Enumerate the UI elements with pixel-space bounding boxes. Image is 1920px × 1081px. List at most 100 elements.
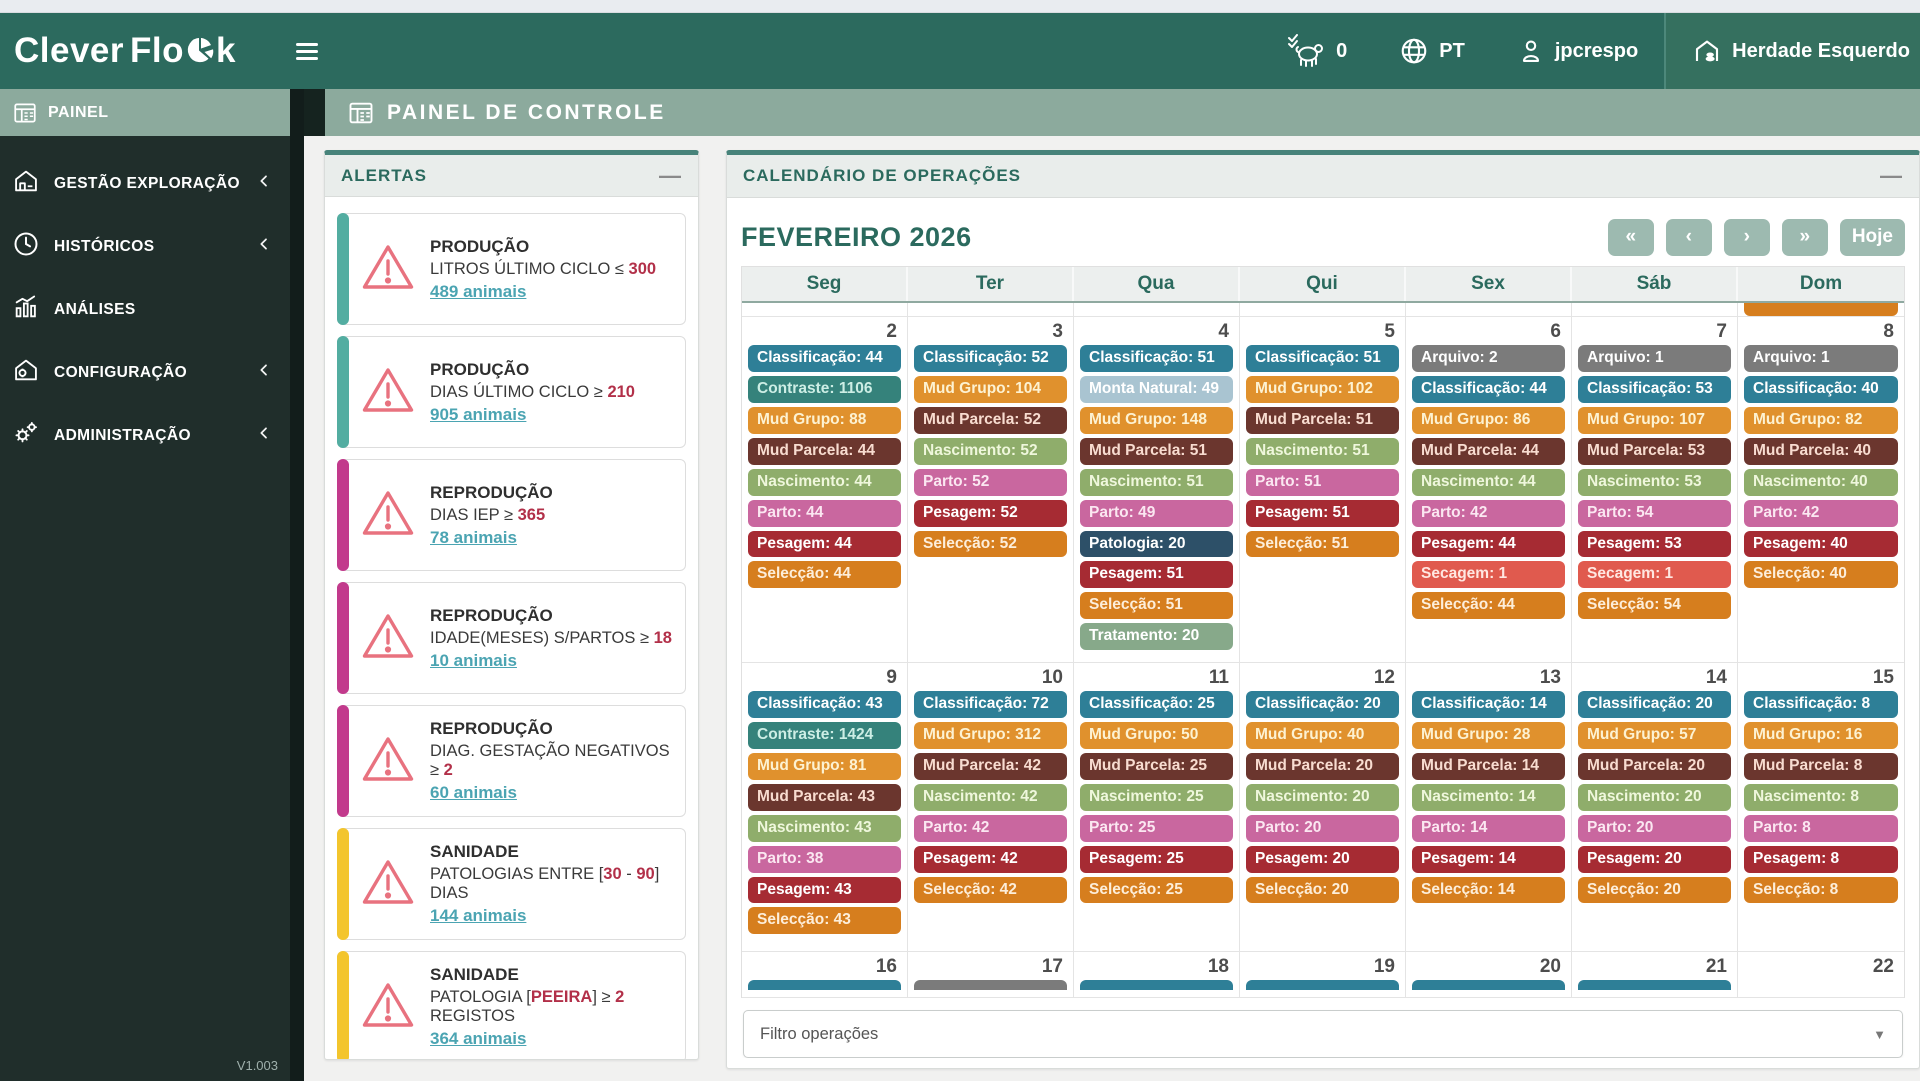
calendar-event-tag[interactable]: Parto: 42 (1412, 499, 1565, 527)
calendar-event-tag[interactable]: Pesagem: 44 (748, 530, 901, 558)
calendar-event-tag-partial[interactable] (1578, 980, 1731, 990)
calendar-event-tag[interactable]: Mud Grupo: 148 (1080, 406, 1233, 434)
hamburger-menu-icon[interactable] (295, 42, 318, 60)
calendar-event-tag[interactable]: Classificação: 20 (1578, 691, 1731, 718)
alert-animals-link[interactable]: 60 animais (430, 783, 517, 803)
calendar-event-tag[interactable]: Selecção: 44 (1412, 592, 1565, 620)
calendar-prev-month-button[interactable]: ‹ (1665, 218, 1712, 256)
alert-animals-link[interactable]: 10 animais (430, 650, 517, 670)
calendar-event-tag[interactable]: Mud Grupo: 81 (748, 752, 901, 780)
calendar-event-tag[interactable]: Pesagem: 25 (1080, 845, 1233, 873)
calendar-event-tag[interactable]: Selecção: 20 (1246, 876, 1399, 904)
calendar-event-tag[interactable]: Nascimento: 43 (748, 814, 901, 842)
calendar-event-tag[interactable]: Pesagem: 20 (1578, 845, 1731, 873)
calendar-today-button[interactable]: Hoje (1839, 218, 1905, 256)
calendar-event-tag[interactable]: Nascimento: 52 (914, 437, 1067, 465)
calendar-event-tag[interactable]: Selecção: 42 (914, 876, 1067, 904)
calendar-event-tag[interactable]: Pesagem: 51 (1246, 499, 1399, 527)
calendar-event-tag[interactable]: Mud Grupo: 82 (1744, 406, 1898, 434)
calendar-event-tag[interactable]: Mud Parcela: 44 (748, 437, 901, 465)
sidebar-item-hist-ricos[interactable]: HISTÓRICOS (0, 215, 290, 278)
calendar-event-tag[interactable]: Parto: 42 (1744, 499, 1898, 527)
calendar-event-tag-partial[interactable] (1744, 303, 1898, 316)
calendar-event-tag-partial[interactable] (1412, 980, 1565, 990)
calendar-event-tag[interactable]: Pesagem: 53 (1578, 530, 1731, 558)
calendar-event-tag-partial[interactable] (914, 980, 1067, 990)
calendar-next-year-button[interactable]: » (1781, 218, 1828, 256)
calendar-event-tag[interactable]: Mud Parcela: 25 (1080, 752, 1233, 780)
calendar-next-month-button[interactable]: › (1723, 218, 1770, 256)
calendar-event-tag[interactable]: Mud Parcela: 51 (1080, 437, 1233, 465)
calendar-event-tag[interactable]: Selecção: 54 (1578, 592, 1731, 620)
calendar-event-tag[interactable]: Secagem: 1 (1412, 561, 1565, 589)
calendar-event-tag[interactable]: Selecção: 44 (748, 561, 901, 589)
sidebar-item-gest-o-explora-o[interactable]: GESTÃO EXPLORAÇÃO (0, 152, 290, 215)
calendar-event-tag[interactable]: Parto: 38 (748, 845, 901, 873)
calendar-event-tag[interactable]: Selecção: 8 (1744, 876, 1898, 904)
calendar-event-tag[interactable]: Pesagem: 40 (1744, 530, 1898, 558)
calendar-event-tag[interactable]: Parto: 49 (1080, 499, 1233, 527)
sidebar-item-painel[interactable]: PAINEL (0, 89, 290, 136)
alerts-minimize-button[interactable]: — (659, 162, 682, 188)
calendar-event-tag[interactable]: Classificação: 40 (1744, 375, 1898, 403)
alert-animals-link[interactable]: 364 animais (430, 1029, 527, 1049)
calendar-event-tag[interactable]: Mud Parcela: 42 (914, 752, 1067, 780)
calendar-event-tag[interactable]: Secagem: 1 (1578, 561, 1731, 589)
calendar-event-tag[interactable]: Nascimento: 44 (748, 468, 901, 496)
calendar-event-tag-partial[interactable] (1080, 980, 1233, 990)
calendar-event-tag[interactable]: Nascimento: 20 (1246, 783, 1399, 811)
calendar-event-tag[interactable]: Parto: 52 (914, 468, 1067, 496)
calendar-event-tag[interactable]: Pesagem: 14 (1412, 845, 1565, 873)
calendar-event-tag[interactable]: Mud Grupo: 102 (1246, 375, 1399, 403)
calendar-event-tag[interactable]: Mud Parcela: 52 (914, 406, 1067, 434)
alert-animals-link[interactable]: 489 animais (430, 281, 527, 301)
operations-filter-select[interactable]: Filtro operações ▼ (743, 1010, 1903, 1058)
calendar-event-tag[interactable]: Mud Grupo: 16 (1744, 721, 1898, 749)
calendar-event-tag[interactable]: Classificação: 44 (1412, 375, 1565, 403)
calendar-event-tag[interactable]: Nascimento: 40 (1744, 468, 1898, 496)
calendar-event-tag[interactable]: Selecção: 52 (914, 530, 1067, 558)
calendar-event-tag[interactable]: Classificação: 52 (914, 345, 1067, 372)
calendar-event-tag[interactable]: Mud Parcela: 44 (1412, 437, 1565, 465)
calendar-event-tag[interactable]: Parto: 42 (914, 814, 1067, 842)
calendar-event-tag[interactable]: Mud Grupo: 50 (1080, 721, 1233, 749)
calendar-event-tag[interactable]: Parto: 54 (1578, 499, 1731, 527)
calendar-event-tag[interactable]: Tratamento: 20 (1080, 623, 1233, 651)
sidebar-item-configura-o[interactable]: CONFIGURAÇÃO (0, 341, 290, 404)
calendar-event-tag[interactable]: Parto: 20 (1246, 814, 1399, 842)
calendar-event-tag[interactable]: Pesagem: 42 (914, 845, 1067, 873)
calendar-event-tag[interactable]: Mud Grupo: 40 (1246, 721, 1399, 749)
alert-animals-link[interactable]: 905 animais (430, 404, 527, 424)
calendar-event-tag[interactable]: Selecção: 20 (1578, 876, 1731, 904)
calendar-event-tag[interactable]: Contraste: 1424 (748, 721, 901, 749)
calendar-event-tag[interactable]: Nascimento: 42 (914, 783, 1067, 811)
sidebar-item-an-lises[interactable]: ANÁLISES (0, 278, 290, 341)
calendar-event-tag[interactable]: Nascimento: 51 (1246, 437, 1399, 465)
calendar-event-tag[interactable]: Pesagem: 44 (1412, 530, 1565, 558)
calendar-event-tag[interactable]: Classificação: 25 (1080, 691, 1233, 718)
calendar-event-tag[interactable]: Classificação: 43 (748, 691, 901, 718)
calendar-event-tag[interactable]: Mud Parcela: 14 (1412, 752, 1565, 780)
app-logo[interactable]: Clever Flo k (0, 31, 236, 71)
farm-selector[interactable]: Herdade Esquerdo (1664, 13, 1920, 89)
calendar-event-tag[interactable]: Pesagem: 52 (914, 499, 1067, 527)
calendar-event-tag[interactable]: Mud Parcela: 40 (1744, 437, 1898, 465)
calendar-event-tag[interactable]: Mud Grupo: 28 (1412, 721, 1565, 749)
calendar-event-tag[interactable]: Nascimento: 25 (1080, 783, 1233, 811)
calendar-event-tag-partial[interactable] (748, 980, 901, 990)
calendar-event-tag[interactable]: Mud Grupo: 107 (1578, 406, 1731, 434)
alert-animals-link[interactable]: 144 animais (430, 906, 527, 926)
calendar-prev-year-button[interactable]: « (1607, 218, 1654, 256)
calendar-event-tag[interactable]: Nascimento: 20 (1578, 783, 1731, 811)
calendar-event-tag[interactable]: Mud Grupo: 88 (748, 406, 901, 434)
calendar-event-tag[interactable]: Pesagem: 20 (1246, 845, 1399, 873)
calendar-event-tag[interactable]: Classificação: 53 (1578, 375, 1731, 403)
calendar-event-tag[interactable]: Parto: 44 (748, 499, 901, 527)
calendar-event-tag[interactable]: Parto: 20 (1578, 814, 1731, 842)
calendar-event-tag[interactable]: Contraste: 1106 (748, 375, 901, 403)
calendar-event-tag[interactable]: Parto: 25 (1080, 814, 1233, 842)
calendar-event-tag[interactable]: Nascimento: 14 (1412, 783, 1565, 811)
calendar-event-tag-partial[interactable] (1246, 980, 1399, 990)
calendar-event-tag[interactable]: Mud Grupo: 104 (914, 375, 1067, 403)
calendar-event-tag[interactable]: Arquivo: 2 (1412, 345, 1565, 372)
